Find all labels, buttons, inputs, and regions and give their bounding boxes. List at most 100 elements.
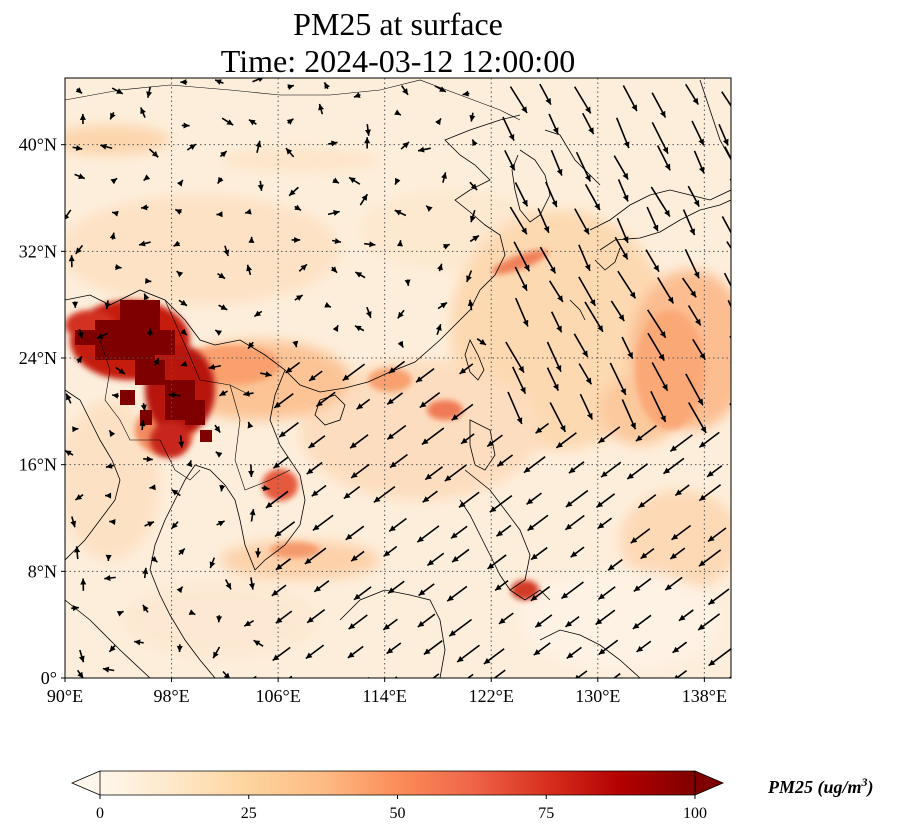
wind-arrow-head	[472, 235, 479, 242]
wind-arrow-head	[447, 595, 454, 602]
wind-arrow-shaft	[525, 681, 541, 693]
lat-tick-label: 32°N	[19, 241, 57, 261]
wind-arrow-head	[248, 470, 255, 477]
wind-arrow-head	[273, 462, 280, 469]
wind-arrow-head	[223, 249, 230, 257]
wind-arrow-head	[596, 501, 604, 508]
wind-arrow-head	[275, 563, 283, 570]
wind-arrow-head	[690, 290, 697, 298]
wind-arrow-head	[566, 652, 574, 659]
wind-arrow-head	[523, 264, 530, 272]
wind-arrow-head	[80, 578, 87, 585]
wind-arrow-head	[105, 462, 113, 469]
wind-arrow-shaft	[729, 403, 731, 407]
wind-arrow-head	[118, 368, 125, 375]
wind-arrow-head	[663, 467, 671, 474]
wind-arrow-head	[595, 618, 603, 625]
wind-arrow-shaft	[729, 335, 731, 340]
wind-arrow-head	[104, 575, 111, 581]
wind-arrow-shaft	[466, 673, 474, 678]
wind-arrow-head	[105, 554, 112, 561]
wind-arrow-head	[631, 104, 637, 112]
wind-arrow-head	[469, 115, 476, 122]
wind-arrow-head	[597, 325, 603, 332]
wind-arrow-head	[698, 166, 705, 174]
wind-arrow-head	[176, 586, 183, 594]
wind-arrow-head	[509, 163, 515, 171]
wind-arrow-head	[66, 393, 72, 401]
wind-arrow-head	[109, 645, 116, 652]
wind-arrow-head	[675, 489, 682, 496]
wind-arrow-head	[168, 392, 175, 399]
wind-arrow-head	[295, 295, 303, 301]
wind-arrow-head	[671, 533, 679, 540]
wind-arrow-head	[518, 365, 524, 373]
wind-arrow-head	[439, 86, 446, 92]
wind-arrow-head	[243, 390, 250, 397]
wind-arrow-head	[633, 585, 641, 592]
wind-arrow-head	[356, 403, 364, 410]
wind-arrow-head	[183, 122, 190, 129]
wind-arrow-head	[678, 614, 686, 621]
wind-arrow-head	[324, 302, 331, 308]
wind-arrow-shaft	[252, 78, 264, 83]
wind-arrow-head	[404, 279, 411, 286]
wind-arrow-head	[353, 92, 361, 98]
wind-arrow-head	[665, 584, 672, 591]
wind-arrow-head	[397, 340, 404, 348]
lon-tick-label: 122°E	[469, 686, 514, 706]
wind-arrow-head	[318, 103, 325, 111]
wind-arrow-shaft	[576, 670, 588, 678]
wind-arrow-head	[498, 617, 506, 624]
wind-arrow-head	[145, 277, 152, 284]
wind-arrow-head	[694, 318, 701, 326]
wind-arrow-head	[734, 254, 740, 261]
wind-arrow-head	[533, 649, 541, 656]
wind-arrow-head	[699, 441, 706, 448]
wind-arrow-head	[100, 143, 107, 150]
map-frame	[64, 77, 732, 679]
lon-tick-label: 138°E	[682, 686, 727, 706]
wind-arrow-head	[248, 236, 255, 243]
wind-arrow-head	[520, 386, 526, 394]
wind-arrow-head	[739, 353, 745, 360]
wind-arrow-head	[674, 674, 679, 678]
wind-arrow-head	[594, 203, 600, 211]
wind-arrow-head	[153, 358, 159, 365]
wind-arrow-head	[664, 163, 671, 171]
wind-arrow-head	[171, 489, 179, 496]
wind-arrow-head	[556, 168, 563, 176]
wind-arrow-head	[622, 252, 628, 260]
map-title: PM25 at surface	[293, 6, 503, 42]
colorbar-extend-min	[70, 770, 101, 796]
wind-arrow-head	[653, 264, 659, 272]
wind-arrow-head	[636, 645, 644, 652]
wind-arrow-head	[708, 659, 716, 666]
wind-arrow-head	[559, 425, 566, 432]
wind-arrow-head	[78, 173, 85, 180]
wind-arrow-head	[394, 109, 401, 116]
wind-arrow-head	[565, 500, 573, 507]
wind-arrow-head	[557, 295, 563, 302]
wind-arrow-head	[188, 609, 196, 615]
wind-arrow-head	[692, 97, 699, 105]
wind-arrow-head	[216, 616, 223, 623]
wind-arrow-shaft	[309, 684, 322, 694]
wind-arrow-head	[551, 200, 558, 208]
wind-arrow-head	[543, 226, 550, 233]
wind-arrow-head	[489, 506, 497, 513]
wind-arrow-head	[450, 532, 458, 539]
wind-arrow-head	[736, 115, 742, 122]
wind-arrow-head	[216, 211, 223, 218]
wind-arrow-head	[79, 113, 86, 120]
wind-arrow-head	[457, 656, 464, 663]
wind-arrow-shaft	[724, 146, 731, 161]
wind-arrow-head	[383, 550, 391, 557]
wind-arrow-head	[215, 79, 222, 85]
wind-arrow-head	[355, 272, 363, 278]
wind-arrow-head	[585, 377, 592, 385]
wind-arrow-shaft	[493, 669, 506, 678]
wind-arrow-shaft	[432, 673, 440, 678]
wind-arrow-head	[351, 471, 358, 478]
wind-arrow-head	[707, 535, 715, 542]
